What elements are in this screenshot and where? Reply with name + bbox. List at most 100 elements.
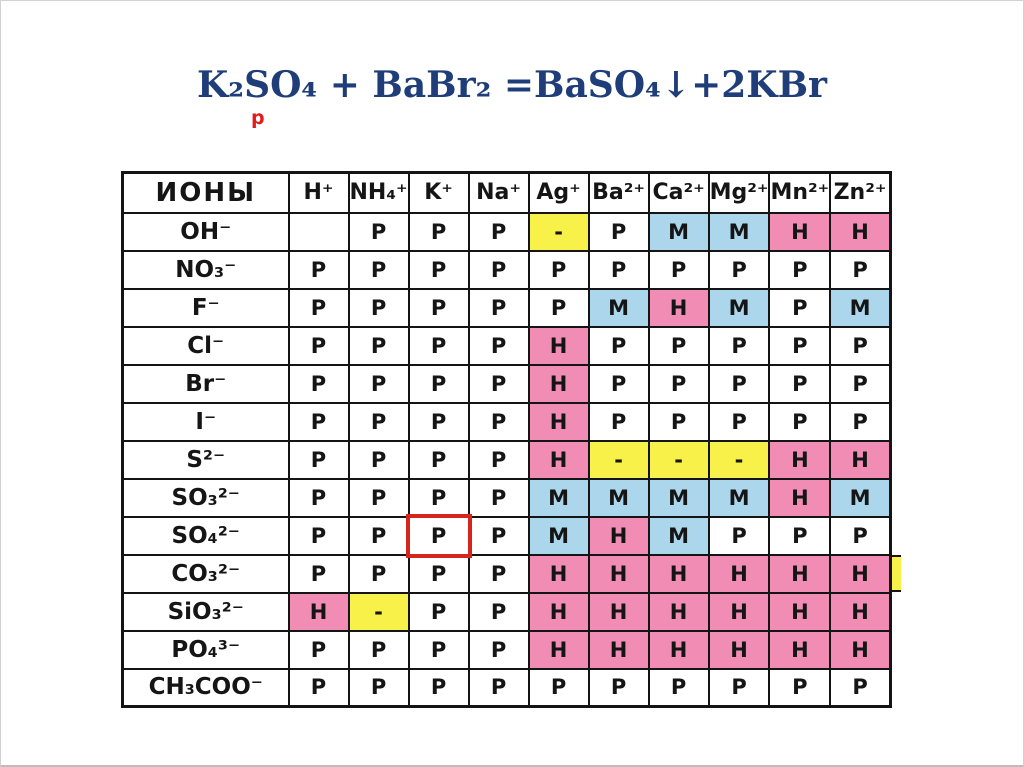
table-row: OH⁻ Р Р Р - Р М М Н Н [121, 211, 892, 252]
solubility-cell: М [587, 477, 650, 518]
solubility-cell: Р [707, 667, 771, 708]
solubility-cell: Р [829, 667, 892, 708]
solubility-cell: - [347, 591, 410, 632]
solubility-cell: Р [287, 553, 350, 594]
anion-label: Cl⁻ [121, 325, 290, 366]
solubility-cell: Н [287, 591, 350, 632]
solubility-cell: М [707, 477, 771, 518]
solubility-cell: Н [829, 211, 892, 252]
table-row: S²⁻ Р Р Р Р Н - - - Н Н [121, 439, 892, 480]
solubility-cell: Н [707, 629, 771, 670]
anion-label: S²⁻ [121, 439, 290, 480]
solubility-cell: Р [768, 287, 832, 328]
solubility-cell: Н [527, 325, 590, 366]
solubility-cell: Р [467, 287, 530, 328]
anion-label: I⁻ [121, 401, 290, 442]
solubility-cell: Р [467, 515, 530, 556]
cation-header: Na⁺ [467, 171, 530, 214]
solubility-cell: Р [347, 287, 410, 328]
anion-label: F⁻ [121, 287, 290, 328]
solubility-cell: М [707, 211, 771, 252]
solubility-cell: Р [647, 249, 710, 290]
anion-label: SiO₃²⁻ [121, 591, 290, 632]
solubility-cell: Р [347, 629, 410, 670]
solubility-cell: Н [647, 287, 710, 328]
solubility-cell: Р [347, 401, 410, 442]
solubility-cell: Р [707, 515, 771, 556]
header-row: ИОНЫ H⁺ NH₄⁺ K⁺ Na⁺ Ag⁺ Ba²⁺ Ca²⁺ Mg²⁺ Mn²⁺ Zn²⁺ [121, 171, 892, 214]
solubility-cell [287, 211, 350, 252]
solubility-cell: Р [407, 439, 470, 480]
solubility-cell: Р [467, 477, 530, 518]
solubility-cell: Р [407, 211, 470, 252]
solubility-cell: М [829, 477, 892, 518]
solubility-cell: Р [527, 667, 590, 708]
solubility-cell: М [587, 287, 650, 328]
solubility-cell: Р [768, 249, 832, 290]
table-row: NO₃⁻ Р Р Р Р Р Р Р Р Р Р [121, 249, 892, 290]
solubility-cell: Н [768, 477, 832, 518]
solubility-cell: Р [829, 515, 892, 556]
solubility-cell: Н [587, 515, 650, 556]
solubility-cell: Р [587, 401, 650, 442]
solubility-cell: Р [347, 515, 410, 556]
solubility-cell: Н [647, 553, 710, 594]
solubility-cell: Р [587, 363, 650, 404]
solubility-cell: Р [768, 515, 832, 556]
solubility-cell: Р [407, 477, 470, 518]
highlight-box [405, 513, 472, 558]
cation-header: Ba²⁺ [587, 171, 650, 214]
title-inner: K₂SO₄ + BaBr₂ =BaSO₄↓+2KBr р [197, 64, 827, 129]
solubility-cell: Н [587, 629, 650, 670]
solubility-annotation: р [251, 106, 265, 129]
solubility-cell: Р [347, 211, 410, 252]
solubility-cell: Р [707, 249, 771, 290]
solubility-cell: Н [768, 211, 832, 252]
solubility-cell: Р [407, 553, 470, 594]
solubility-cell: Р [287, 515, 350, 556]
solubility-cell: Р [768, 325, 832, 366]
solubility-cell: Н [707, 553, 771, 594]
cation-header: Mn²⁺ [768, 171, 832, 214]
solubility-cell: Р [467, 363, 530, 404]
solubility-cell: - [647, 439, 710, 480]
solubility-cell: Р [467, 439, 530, 480]
solubility-cell: Р [587, 249, 650, 290]
table-row: CO₃²⁻ Р Р Р Р Н Н Н Н Н Н [121, 553, 892, 594]
solubility-cell: Р [287, 401, 350, 442]
solubility-cell: Н [527, 591, 590, 632]
cation-header: K⁺ [407, 171, 470, 214]
solubility-cell: Р [467, 667, 530, 708]
cation-header: NH₄⁺ [347, 171, 410, 214]
solubility-cell: Р [647, 325, 710, 366]
solubility-cell: - [527, 211, 590, 252]
solubility-cell: Н [647, 629, 710, 670]
solubility-cell: Р [347, 325, 410, 366]
solubility-cell: Р [647, 667, 710, 708]
solubility-cell: Р [707, 401, 771, 442]
anion-label: SO₄²⁻ [121, 515, 290, 556]
solubility-cell: Р [768, 363, 832, 404]
solubility-cell: - [587, 439, 650, 480]
solubility-cell: М [647, 515, 710, 556]
solubility-cell: Н [768, 439, 832, 480]
solubility-cell: М [527, 477, 590, 518]
anion-label: SO₃²⁻ [121, 477, 290, 518]
reaction-equation: K₂SO₄ + BaBr₂ =BaSO₄↓+2KBr [197, 64, 827, 106]
table-row: Br⁻ Р Р Р Р Н Р Р Р Р Р [121, 363, 892, 404]
table-row: PO₄³⁻ Р Р Р Р Н Н Н Н Н Н [121, 629, 892, 670]
solubility-cell: Р [587, 325, 650, 366]
solubility-cell: Р [707, 325, 771, 366]
solubility-cell: Р [287, 477, 350, 518]
solubility-cell: Р [287, 363, 350, 404]
solubility-cell: Р [347, 363, 410, 404]
solubility-cell: Р [467, 553, 530, 594]
solubility-cell: Р [768, 401, 832, 442]
solubility-cell: Н [527, 401, 590, 442]
solubility-cell: М [647, 477, 710, 518]
title-block: K₂SO₄ + BaBr₂ =BaSO₄↓+2KBr р [1, 64, 1023, 129]
cation-header: H⁺ [287, 171, 350, 214]
anion-label: OH⁻ [121, 211, 290, 252]
solubility-cell: Р [647, 401, 710, 442]
solubility-cell: Р [347, 553, 410, 594]
